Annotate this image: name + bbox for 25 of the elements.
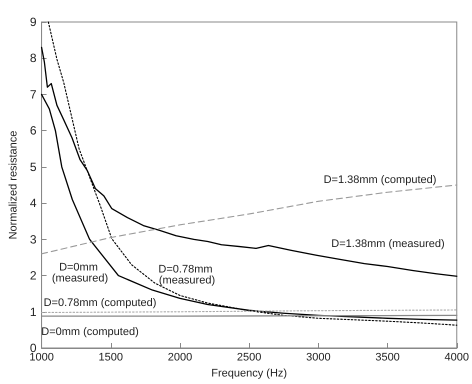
x-tick-label: 1500 xyxy=(98,352,124,364)
y-tick-label: 9 xyxy=(30,15,37,29)
series-label: D=0mm (measured) xyxy=(52,262,108,284)
x-tick-label: 1000 xyxy=(29,352,54,364)
y-tick-label: 7 xyxy=(30,87,37,102)
y-tick-label: 1 xyxy=(30,304,37,319)
x-tick-label: 2000 xyxy=(168,352,192,364)
series-label: D=0.78mm (measured) xyxy=(158,264,216,286)
x-tick-label: 2500 xyxy=(236,352,262,364)
y-tick-label: 4 xyxy=(30,196,37,210)
y-tick-label: 8 xyxy=(30,51,37,66)
series-label: D=1.38mm (computed) xyxy=(324,174,436,186)
y-tick-label: 2 xyxy=(30,268,37,283)
x-tick-label: 3500 xyxy=(375,352,400,364)
x-tick-label: 3000 xyxy=(306,352,331,364)
y-tick-label: 3 xyxy=(30,232,37,246)
y-tick-label: 5 xyxy=(30,160,37,174)
series-label: D=0.78mm (computed) xyxy=(44,297,156,309)
series-label: D=0mm (computed) xyxy=(41,326,139,338)
line-series xyxy=(41,184,458,254)
x-tick-label: 4000 xyxy=(444,352,470,364)
y-tick-label: 6 xyxy=(30,124,37,138)
y-axis-title: Normalized resistance xyxy=(8,130,20,240)
series-label: D=1.38mm (measured) xyxy=(331,238,445,250)
x-axis-title: Frequency (Hz) xyxy=(211,368,288,380)
